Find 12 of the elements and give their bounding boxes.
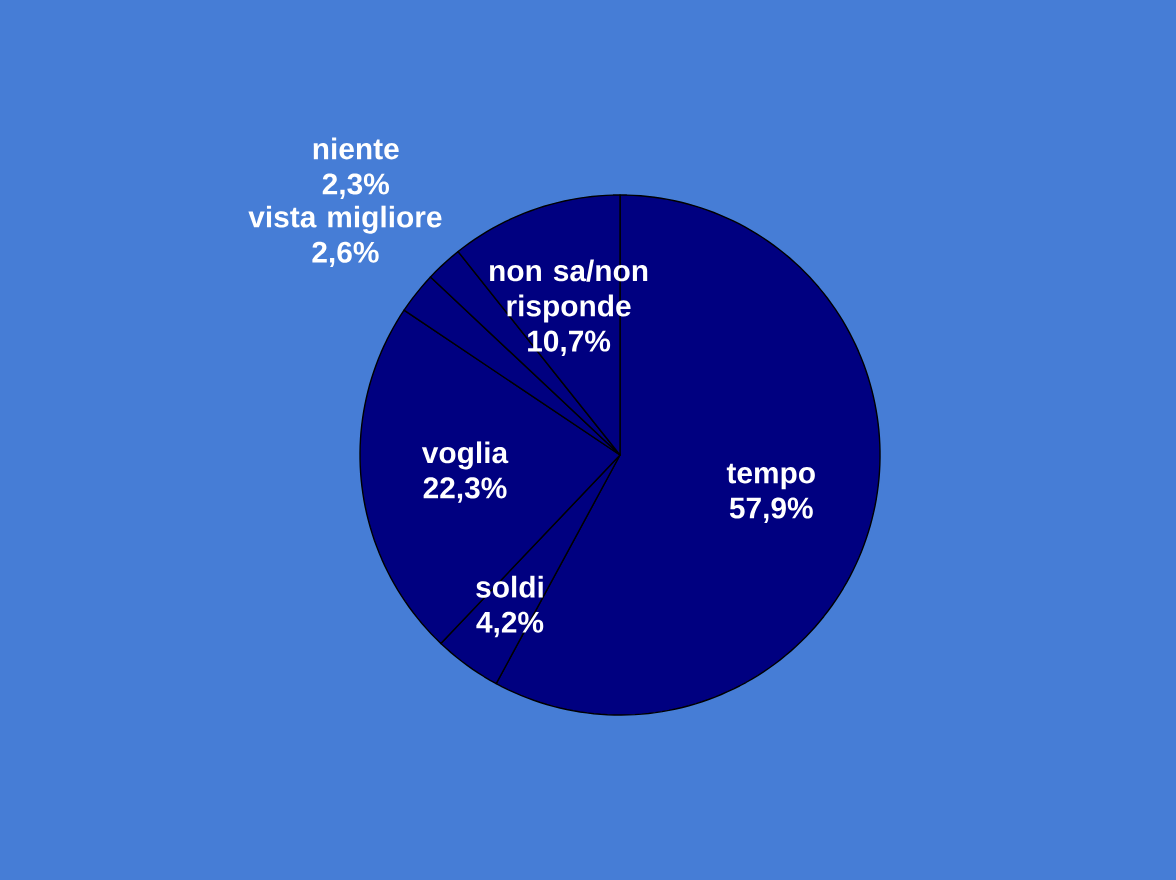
data-label: 10,7% (528, 330, 611, 357)
slice-label: voglia (421, 441, 509, 470)
data-label: 2,6% (312, 241, 379, 268)
data-label: 22,3% (423, 477, 507, 503)
slice-label: non sa/non risponde (490, 259, 648, 323)
slice-label: tempo (726, 463, 815, 490)
data-label: 57,9% (729, 497, 813, 523)
slice-label: vista migliore (248, 205, 442, 234)
slice-label: niente (313, 137, 399, 160)
slice-label: soldi (476, 575, 543, 598)
data-label: 4,2% (476, 611, 544, 638)
data-label: 2,3% (322, 173, 390, 199)
